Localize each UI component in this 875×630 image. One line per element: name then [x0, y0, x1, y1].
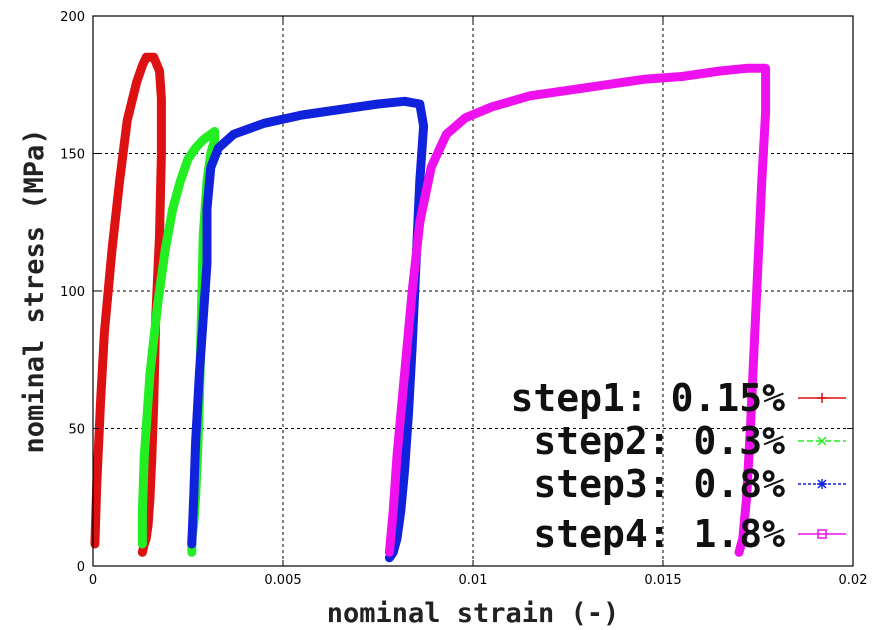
- legend-label-step4: step4: 1.8%: [533, 512, 785, 556]
- series-line-step4: [384, 63, 771, 557]
- legend-marker-step2: [817, 436, 827, 446]
- y-axis-title: nominal stress (MPa): [19, 128, 50, 453]
- x-axis-title: nominal strain (-): [327, 598, 620, 629]
- series-line-step3: [187, 96, 429, 563]
- legend-label-step1: step1: 0.15%: [510, 376, 785, 420]
- x-tick-label: 0: [89, 573, 97, 588]
- x-tick-label: 0.015: [644, 573, 681, 588]
- tick-labels: 0 0.005 0.01 0.015 0.02 0 50 100 150 200: [60, 10, 867, 588]
- legend: step1: 0.15%step2: 0.3%step3: 0.8% step4:…: [510, 376, 846, 556]
- series-curves: [90, 52, 771, 563]
- y-tick-label: 150: [60, 148, 85, 163]
- legend-marker-step4: [817, 529, 827, 539]
- y-tick-label: 0: [77, 560, 85, 575]
- y-tick-label: 200: [60, 10, 85, 25]
- series-line-step1: [90, 52, 166, 557]
- y-tick-label: 50: [68, 423, 85, 438]
- legend-label-step2: step2: 0.3%: [533, 419, 785, 463]
- y-tick-label: 100: [60, 285, 85, 300]
- legend-marker-step3: [817, 479, 827, 489]
- legend-marker-step1: [817, 393, 827, 403]
- x-tick-label: 0.02: [839, 573, 868, 588]
- x-tick-label: 0.01: [459, 573, 488, 588]
- legend-label-step3: step3: 0.8%: [533, 462, 785, 506]
- x-tick-label: 0.005: [264, 573, 301, 588]
